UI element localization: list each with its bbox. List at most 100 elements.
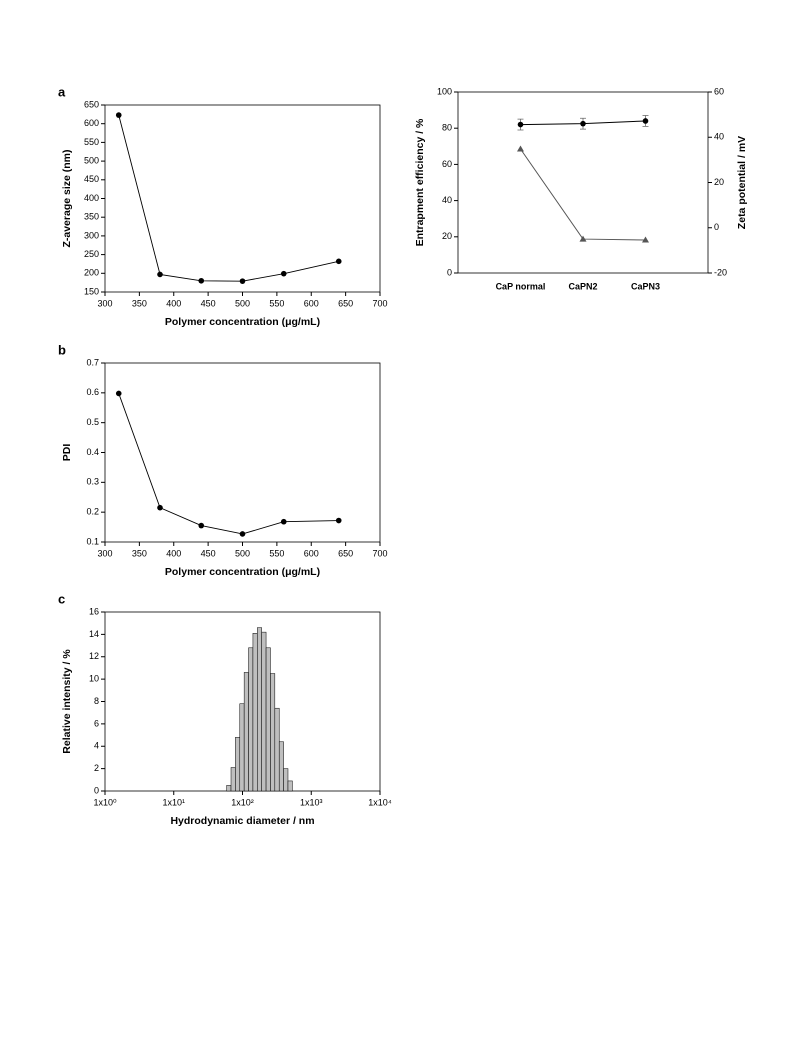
panel-label: c [58,591,65,606]
y-tick-label: 2 [94,763,99,773]
marker [157,271,163,278]
y2-tick-label: -20 [714,267,727,277]
y-tick-label: 8 [94,696,99,706]
y-tick-label: 450 [84,174,99,184]
x-tick-label: 500 [235,298,250,308]
y-tick-label: 350 [84,212,99,222]
y-tick-label: 16 [89,606,99,616]
plot-frame [104,362,381,543]
x-tick-label: CaPN2 [568,281,597,291]
marker [517,145,524,152]
y-tick-label: 80 [442,123,452,133]
y-tick-label: 0.1 [86,536,99,546]
x-tick-label: 1x10⁴ [368,797,392,807]
marker [198,522,205,529]
y-tick-label: 200 [84,268,99,278]
y-tick-label: 600 [84,118,99,128]
bar [261,631,267,792]
y-axis-title: Relative intensity / % [61,649,73,754]
y-axis-title: PDI [61,444,73,462]
y-tick-label: 500 [84,155,99,165]
panel-label: b [58,342,66,357]
bar [235,737,241,792]
x-tick-label: 700 [372,298,387,308]
x-tick-label: CaP normal [496,281,546,291]
y-tick-label: 0.7 [86,357,99,367]
x-axis-title: Polymer concentration (μg/mL) [165,566,320,578]
y-tick-label: 300 [84,230,99,240]
bar [226,785,232,792]
x-tick-label: 600 [304,298,319,308]
line [520,148,646,241]
x-tick-label: 350 [132,548,147,558]
bar [265,647,271,792]
bar [243,672,249,792]
x-axis-title: Polymer concentration (μg/mL) [165,316,320,328]
y-axis-title: Entrapment efficiency / % [414,118,426,246]
y-tick-label: 0.3 [86,477,99,487]
marker [239,278,246,284]
x-tick-label: CaPN3 [631,281,660,291]
x-tick-label: 450 [201,548,216,558]
line [118,393,339,535]
y-tick-label: 0.2 [86,507,99,517]
x-tick-label: 1x10³ [300,797,323,807]
marker [115,390,122,397]
marker [642,118,649,124]
marker [239,531,246,537]
y-tick-label: 150 [84,286,99,296]
x-tick-label: 450 [201,298,216,308]
y-tick-label: 650 [84,99,99,109]
y-tick-label: 550 [84,137,99,147]
marker [335,517,342,524]
y-tick-label: 100 [437,86,452,96]
x-tick-label: 550 [269,548,284,558]
marker [280,270,287,277]
x-tick-label: 500 [235,548,250,558]
x-tick-label: 1x10⁰ [93,797,117,807]
x-tick-label: 400 [166,548,181,558]
y-tick-label: 10 [89,674,99,684]
x-axis-title: Hydrodynamic diameter / nm [170,815,314,827]
y-tick-label: 0.5 [86,417,99,427]
y-tick-label: 0.6 [86,387,99,397]
y-tick-label: 20 [442,231,452,241]
x-tick-label: 550 [269,298,284,308]
x-tick-label: 650 [338,548,353,558]
x-tick-label: 300 [97,298,112,308]
y-tick-label: 12 [89,651,99,661]
marker [642,236,649,243]
bar [252,633,258,792]
y2-axis-title: Zeta potential / mV [736,136,748,229]
bar [239,703,245,792]
marker [517,121,524,128]
y2-tick-label: 20 [714,177,724,187]
x-tick-label: 1x10¹ [162,797,185,807]
bar [270,673,276,792]
y-tick-label: 6 [94,718,99,728]
bar [230,767,236,792]
y-tick-label: 250 [84,249,99,259]
marker [335,258,342,265]
marker [580,120,586,127]
marker [198,277,205,284]
x-tick-label: 600 [304,548,319,558]
x-tick-label: 1x10² [231,797,254,807]
bar [274,707,280,792]
x-tick-label: 700 [372,548,387,558]
y-tick-label: 4 [94,741,99,751]
marker [280,518,287,525]
marker [115,112,122,118]
y2-tick-label: 0 [714,222,719,232]
line [118,114,339,282]
bar [287,780,293,792]
y-tick-label: 14 [89,629,99,639]
y-tick-label: 400 [84,193,99,203]
marker [157,504,163,511]
y2-tick-label: 60 [714,86,724,96]
marker [579,235,587,242]
bar [283,768,289,792]
x-tick-label: 400 [166,298,181,308]
bar [248,647,254,792]
